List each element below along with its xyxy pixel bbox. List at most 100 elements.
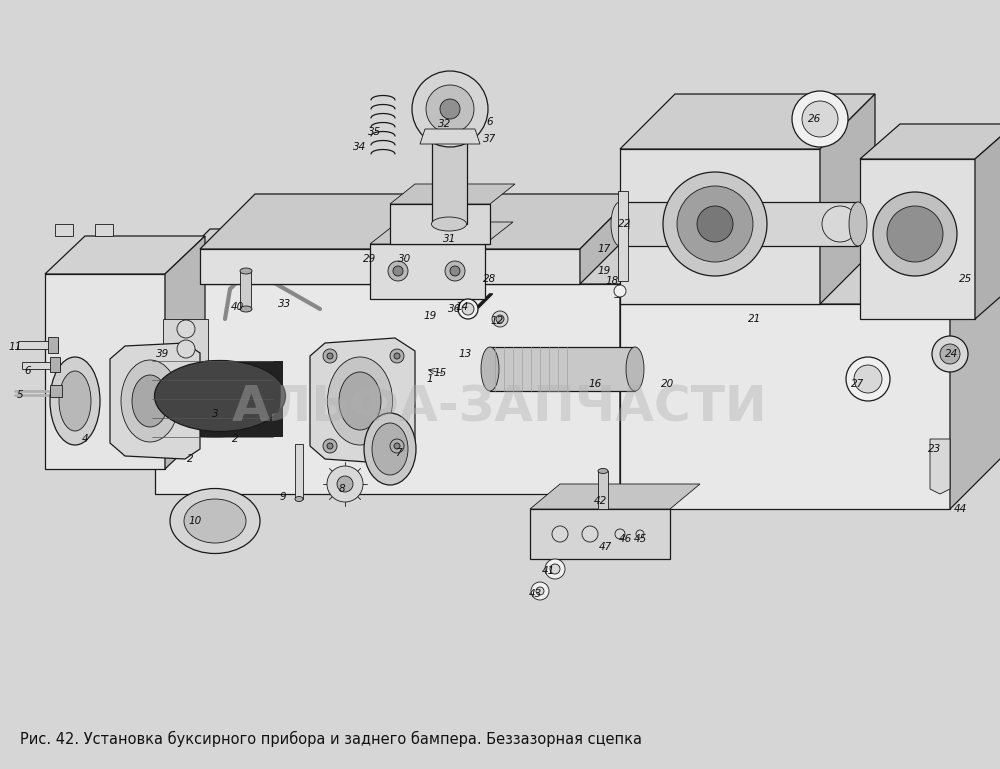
Circle shape bbox=[496, 315, 504, 323]
Text: 33: 33 bbox=[278, 299, 292, 309]
Bar bbox=[200, 249, 580, 284]
Polygon shape bbox=[620, 249, 1000, 304]
Circle shape bbox=[531, 582, 549, 600]
Circle shape bbox=[552, 526, 568, 542]
Ellipse shape bbox=[432, 217, 466, 231]
Bar bbox=[620, 304, 950, 509]
Circle shape bbox=[940, 344, 960, 364]
Circle shape bbox=[327, 443, 333, 449]
Ellipse shape bbox=[598, 468, 608, 474]
Bar bbox=[618, 191, 628, 281]
Text: 12: 12 bbox=[490, 316, 504, 326]
Bar bbox=[45, 274, 165, 469]
Circle shape bbox=[323, 349, 337, 363]
Ellipse shape bbox=[170, 488, 260, 554]
Text: 10: 10 bbox=[188, 516, 202, 526]
Text: 4: 4 bbox=[82, 434, 88, 444]
Circle shape bbox=[792, 91, 848, 147]
Ellipse shape bbox=[849, 202, 867, 246]
Text: 6: 6 bbox=[25, 366, 31, 376]
Circle shape bbox=[615, 529, 625, 539]
Bar bbox=[155, 284, 620, 494]
Ellipse shape bbox=[240, 306, 252, 312]
Circle shape bbox=[323, 439, 337, 453]
Bar bbox=[370, 244, 485, 299]
Bar bbox=[390, 204, 490, 244]
Ellipse shape bbox=[364, 413, 416, 485]
Polygon shape bbox=[620, 229, 675, 494]
Ellipse shape bbox=[611, 202, 629, 246]
Circle shape bbox=[440, 99, 460, 119]
Polygon shape bbox=[820, 94, 875, 304]
Text: 40: 40 bbox=[230, 302, 244, 312]
Ellipse shape bbox=[147, 361, 283, 437]
Circle shape bbox=[394, 353, 400, 359]
Bar bbox=[295, 444, 303, 499]
Circle shape bbox=[426, 85, 474, 133]
Ellipse shape bbox=[240, 268, 252, 274]
Polygon shape bbox=[200, 194, 635, 249]
Bar bbox=[620, 149, 820, 304]
Circle shape bbox=[582, 526, 598, 542]
Bar bbox=[490, 347, 635, 391]
Ellipse shape bbox=[295, 497, 303, 501]
Circle shape bbox=[536, 587, 544, 595]
Polygon shape bbox=[390, 184, 515, 204]
Circle shape bbox=[390, 439, 404, 453]
Text: 45: 45 bbox=[633, 534, 647, 544]
Text: 42: 42 bbox=[593, 496, 607, 506]
Text: 43: 43 bbox=[528, 589, 542, 599]
Text: 19: 19 bbox=[423, 311, 437, 321]
Polygon shape bbox=[420, 129, 480, 144]
Text: 31: 31 bbox=[443, 234, 457, 244]
Ellipse shape bbox=[121, 360, 179, 442]
Bar bbox=[22, 362, 60, 369]
Bar bbox=[860, 159, 975, 319]
Text: 2: 2 bbox=[232, 434, 238, 444]
Ellipse shape bbox=[339, 372, 381, 430]
Circle shape bbox=[394, 443, 400, 449]
Text: 13: 13 bbox=[458, 349, 472, 359]
Polygon shape bbox=[165, 236, 205, 469]
Text: 23: 23 bbox=[928, 444, 942, 454]
Circle shape bbox=[492, 311, 508, 327]
Text: 36: 36 bbox=[448, 304, 462, 314]
Circle shape bbox=[458, 299, 478, 319]
Polygon shape bbox=[860, 124, 1000, 159]
Circle shape bbox=[393, 266, 403, 276]
Circle shape bbox=[550, 564, 560, 574]
Text: 14: 14 bbox=[455, 302, 469, 312]
Bar bbox=[95, 224, 113, 236]
Circle shape bbox=[327, 353, 333, 359]
Circle shape bbox=[545, 559, 565, 579]
Text: 3: 3 bbox=[212, 409, 218, 419]
Text: 18: 18 bbox=[605, 276, 619, 286]
Text: 6: 6 bbox=[487, 117, 493, 127]
Text: 20: 20 bbox=[661, 379, 675, 389]
Text: 1: 1 bbox=[427, 374, 433, 384]
Text: 44: 44 bbox=[953, 504, 967, 514]
Text: 35: 35 bbox=[368, 127, 382, 137]
Text: 28: 28 bbox=[483, 274, 497, 284]
Circle shape bbox=[327, 466, 363, 502]
Ellipse shape bbox=[438, 111, 460, 133]
Circle shape bbox=[663, 172, 767, 276]
Text: 25: 25 bbox=[959, 274, 973, 284]
Polygon shape bbox=[950, 249, 1000, 509]
Circle shape bbox=[802, 101, 838, 137]
Circle shape bbox=[390, 349, 404, 363]
Circle shape bbox=[614, 285, 626, 297]
Ellipse shape bbox=[50, 357, 100, 445]
Text: 37: 37 bbox=[483, 134, 497, 144]
Bar bbox=[55, 224, 73, 236]
Text: 21: 21 bbox=[748, 314, 762, 324]
Polygon shape bbox=[155, 229, 675, 284]
Text: 8: 8 bbox=[339, 484, 345, 494]
Ellipse shape bbox=[328, 357, 392, 445]
Bar bbox=[50, 357, 60, 372]
Bar bbox=[530, 509, 670, 559]
Text: 22: 22 bbox=[618, 219, 632, 229]
Circle shape bbox=[822, 206, 858, 242]
Text: 41: 41 bbox=[541, 566, 555, 576]
Bar bbox=[598, 471, 608, 509]
